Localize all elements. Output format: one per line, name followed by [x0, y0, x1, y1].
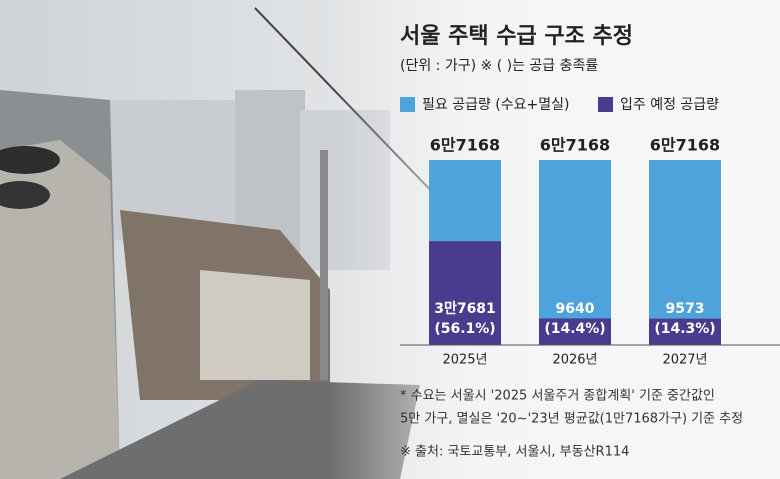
value-label: 6만7168	[430, 136, 500, 155]
chart-subtitle: (단위 : 가구) ※ ( )는 공급 충족률	[400, 58, 598, 74]
value-label: 6만7168	[650, 136, 720, 155]
value-label: 9640	[556, 301, 595, 317]
legend-label: 입주 예정 공급량	[620, 97, 719, 113]
value-label: 9573	[666, 301, 705, 317]
chart-title: 서울 주택 수급 구조 추정	[400, 24, 633, 49]
ratio-label: (14.4%)	[544, 321, 605, 337]
ratio-label: (14.3%)	[654, 321, 715, 337]
ratio-label: (56.1%)	[434, 321, 495, 337]
x-tick-label: 2025년	[442, 353, 487, 368]
legend-swatch	[598, 97, 613, 112]
bar	[649, 318, 721, 345]
bar	[429, 241, 501, 345]
value-label: 6만7168	[540, 136, 610, 155]
legend-swatch	[400, 97, 415, 112]
bar	[539, 318, 611, 345]
footnote: ※ 출처: 국토교통부, 서울시, 부동산R114	[400, 445, 629, 460]
x-tick-label: 2027년	[662, 353, 707, 368]
x-tick-label: 2026년	[552, 353, 597, 368]
legend-label: 필요 공급량 (수요+멸실)	[422, 97, 569, 113]
footnote: 5만 가구, 멸실은 '20~'23년 평균값(1만7168가구) 기준 추정	[400, 412, 743, 427]
value-label: 3만7681	[434, 301, 496, 317]
footnote: * 수요는 서울시 '2025 서울주거 종합계획' 기준 중간값인	[400, 389, 715, 404]
bar	[539, 160, 611, 345]
bar	[649, 160, 721, 345]
